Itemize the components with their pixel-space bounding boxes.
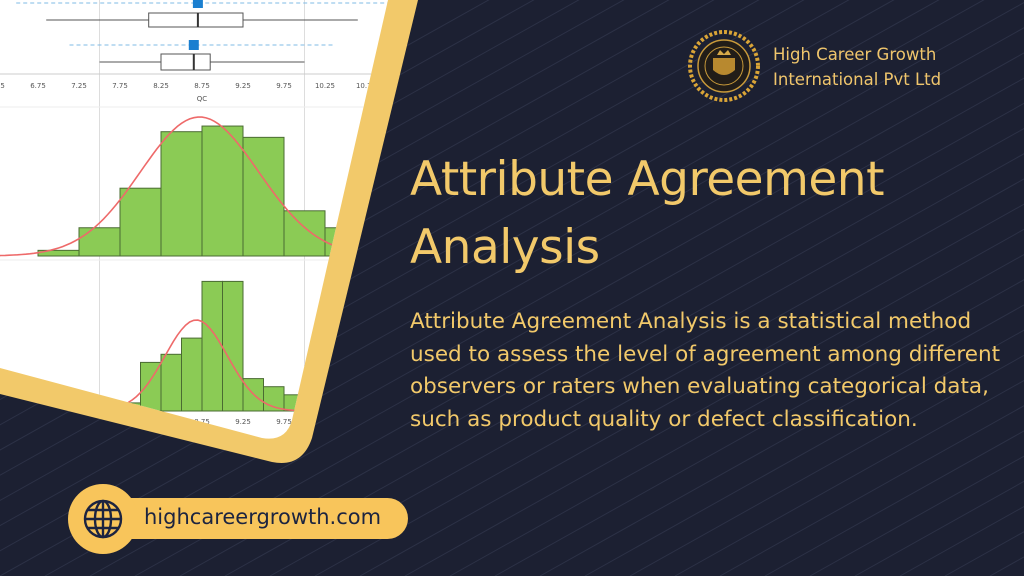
chart-card: 6.25 6.75 7.25 7.75 8.25 8.75 9.25 9.75 10.25 10.… bbox=[0, 0, 418, 463]
bg-line bbox=[494, 279, 1024, 576]
histogram-bar bbox=[242, 136, 285, 257]
tick-label: 9.25 bbox=[235, 418, 251, 426]
page-title: Attribute Agreement Analysis bbox=[410, 146, 885, 282]
tick-label: 7.75 bbox=[112, 82, 128, 90]
tick-label: 8.25 bbox=[153, 82, 169, 90]
website-link[interactable]: highcareergrowth.com bbox=[144, 505, 382, 529]
histogram-bar bbox=[160, 353, 182, 412]
company-logo bbox=[688, 30, 760, 102]
bg-line bbox=[44, 27, 1024, 576]
histogram-bar bbox=[181, 337, 203, 412]
bg-line bbox=[89, 52, 1024, 576]
histogram-bar bbox=[201, 125, 244, 257]
bg-line bbox=[179, 102, 1024, 576]
tick-label: 6.75 bbox=[30, 82, 46, 90]
histogram-bar bbox=[78, 227, 121, 257]
tick-label: 10.25 bbox=[315, 82, 335, 90]
bg-line bbox=[449, 253, 1024, 576]
histogram-bar bbox=[119, 187, 162, 257]
bg-line bbox=[134, 77, 1024, 576]
bg-line bbox=[404, 228, 1024, 576]
brand-line1: High Career Growth bbox=[773, 45, 937, 64]
histogram-bar bbox=[201, 280, 223, 412]
bg-line bbox=[359, 203, 1024, 576]
bg-line bbox=[224, 127, 1024, 576]
brand-line2: International Pvt Ltd bbox=[773, 70, 942, 89]
bg-line bbox=[989, 556, 1024, 576]
bg-line bbox=[719, 405, 1024, 576]
globe-icon bbox=[83, 499, 123, 539]
tick-label: 9.75 bbox=[276, 82, 292, 90]
mean-marker bbox=[192, 0, 203, 8]
tick-label: 9.25 bbox=[235, 82, 251, 90]
bg-line bbox=[809, 455, 1024, 576]
description: Attribute Agreement Analysis is a statis… bbox=[410, 309, 1001, 432]
tick-label: 10.75 bbox=[356, 82, 376, 90]
bg-line bbox=[584, 329, 1024, 576]
histogram-bar bbox=[160, 131, 203, 257]
title-line2: Analysis bbox=[410, 220, 600, 275]
bg-line bbox=[674, 379, 1024, 576]
mean-marker bbox=[188, 40, 199, 50]
box bbox=[148, 12, 244, 28]
brand-name: High Career Growth International Pvt Ltd bbox=[773, 42, 941, 92]
bg-line bbox=[314, 178, 1024, 576]
x-axis-label: QC bbox=[197, 95, 208, 103]
bg-line bbox=[629, 354, 1024, 576]
tick-label: 7.25 bbox=[71, 82, 87, 90]
tick-label: 8.75 bbox=[194, 82, 210, 90]
bg-line bbox=[944, 531, 1024, 576]
bg-line bbox=[269, 153, 1024, 576]
title-line1: Attribute Agreement bbox=[410, 152, 885, 207]
website-pill[interactable] bbox=[100, 498, 408, 539]
bg-line bbox=[764, 430, 1024, 576]
histogram-bar bbox=[222, 280, 244, 412]
histogram-bar bbox=[283, 210, 326, 257]
tick-label: 9.75 bbox=[276, 418, 292, 426]
tick-label: 6.25 bbox=[0, 82, 5, 90]
bg-line bbox=[539, 304, 1024, 576]
bg-line bbox=[0, 0, 895, 501]
box bbox=[160, 53, 211, 71]
